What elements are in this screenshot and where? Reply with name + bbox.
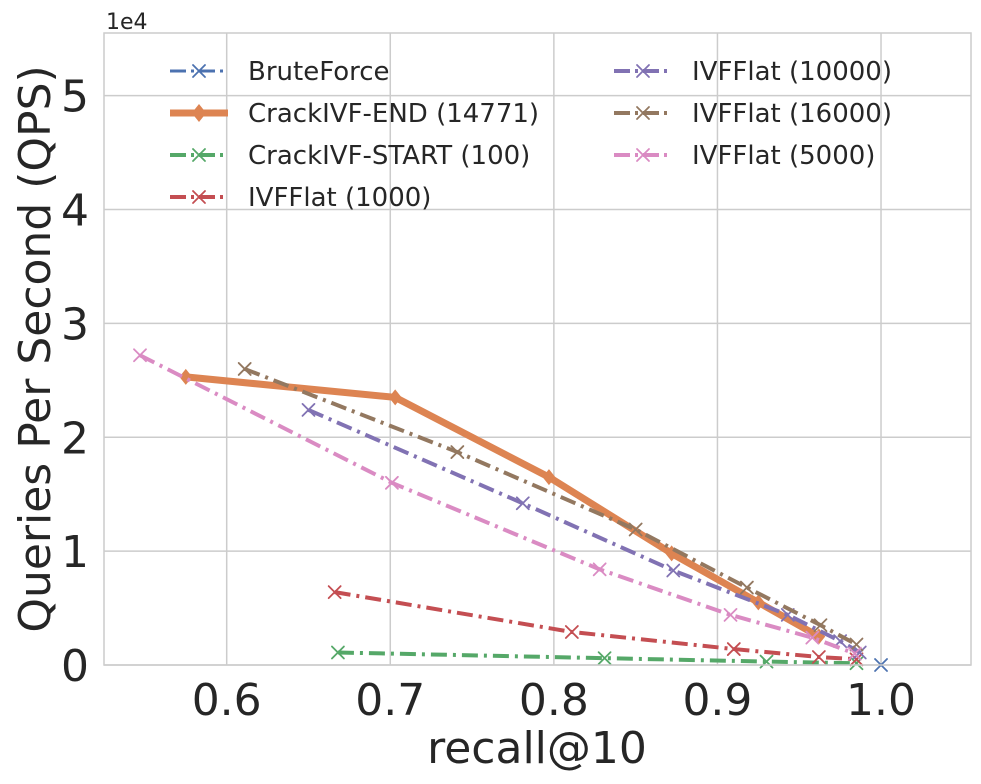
data-point [388,389,402,406]
plot-area [104,33,971,665]
data-point [542,469,556,486]
series-ivfflat-5000 [133,348,862,661]
marker-stroke [597,651,612,666]
legend: BruteForce CrackIVF-END (14771) CrackIVF-S… [170,57,892,213]
legend-item-ivfflat-16000: IVFFlat (16000) [614,99,892,129]
y-tick-label: 2 [61,413,89,464]
legend-item-bruteforce: BruteForce [170,57,390,87]
y-tick-label: 5 [61,72,89,123]
marker-stroke [301,403,316,417]
x-axis-label: recall@10 [427,723,647,774]
data-point [723,607,738,622]
marker-stroke [385,475,399,490]
marker-stroke [636,64,650,78]
x-tick-label: 0.8 [519,675,589,726]
y-tick-label: 1 [61,527,89,578]
data-point [331,645,345,660]
legend-label: IVFFlat (10000) [692,57,892,87]
marker-stroke [331,645,345,660]
marker-stroke [723,607,738,622]
legend-label: IVFFlat (16000) [692,99,892,129]
marker-stroke [847,646,862,661]
legend-label: BruteForce [248,57,390,87]
marker-stroke [564,625,579,639]
data-point [179,368,193,385]
marker-shape [388,389,402,406]
marker-stroke [450,445,465,459]
y-axis-label: Queries Per Second (QPS) [10,65,61,632]
marker-stroke [849,652,864,667]
legend-item-ivfflat-10000: IVFFlat (10000) [614,57,892,87]
data-point [805,630,820,645]
marker-stroke [805,630,820,645]
series-ivfflat-1000 [327,585,864,667]
data-point [726,642,741,656]
marker-stroke [628,522,643,537]
marker-stroke [726,642,741,656]
marker-stroke [192,148,206,162]
y-tick-label: 4 [61,186,89,237]
x-tick-label: 0.7 [355,675,425,726]
data-point [847,646,862,661]
tick-labels: 0.6 0.7 0.8 0.9 1.0 0 1 2 3 4 5 [61,72,916,726]
data-point [739,580,754,595]
legend-item-crackivf-start-100: CrackIVF-START (100) [170,141,530,171]
offset-label: 1e4 [106,10,148,35]
data-point [327,585,342,600]
legend-label: CrackIVF-END (14771) [248,99,539,129]
legend-label: IVFFlat (1000) [248,183,431,213]
data-point [811,650,826,664]
legend-item-ivfflat-1000: IVFFlat (1000) [170,183,431,213]
series-ivfflat-10000 [301,403,867,660]
data-point [592,562,607,577]
marker-shape [542,469,556,486]
data-point [385,475,399,490]
y-tick-label: 3 [61,299,89,350]
marker-stroke [133,348,147,363]
marker-stroke [811,650,826,664]
marker-stroke [515,496,530,511]
data-point [515,496,530,511]
marker-stroke [192,64,206,78]
data-point [133,348,147,363]
data-point [813,618,828,633]
marker-stroke [852,645,867,660]
marker-stroke [592,562,607,577]
legend-label: IVFFlat (5000) [692,141,875,171]
marker-stroke [813,618,828,633]
data-point [852,645,867,660]
y-tick-label: 0 [61,641,89,692]
x-tick-label: 0.9 [682,675,752,726]
marker-stroke [739,580,754,595]
data-point [597,651,612,666]
legend-label: CrackIVF-START (100) [248,141,530,171]
marker-stroke [636,106,650,120]
series-layer [133,348,888,672]
marker-stroke [636,148,650,162]
marker-stroke [237,362,252,376]
data-point [564,625,579,639]
data-point [450,445,465,459]
grid [104,33,971,666]
legend-item-crackivf-end-14771: CrackIVF-END (14771) [170,99,539,129]
series-line [243,367,858,647]
marker-stroke [327,585,342,600]
marker-shape [179,368,193,385]
data-point [628,522,643,537]
marker-shape [191,104,207,122]
series-line [337,650,857,666]
marker-stroke [192,190,206,204]
data-point [237,362,252,376]
legend-item-ivfflat-5000: IVFFlat (5000) [614,141,875,171]
x-tick-label: 1.0 [846,675,916,726]
plot-frame [103,32,972,666]
marker-stroke [666,563,681,578]
x-tick-label: 0.6 [192,675,262,726]
series-ivfflat-16000 [237,362,864,652]
data-point [666,563,681,578]
marker-stroke [849,637,864,652]
series-line [307,408,861,655]
data-point [301,403,316,417]
